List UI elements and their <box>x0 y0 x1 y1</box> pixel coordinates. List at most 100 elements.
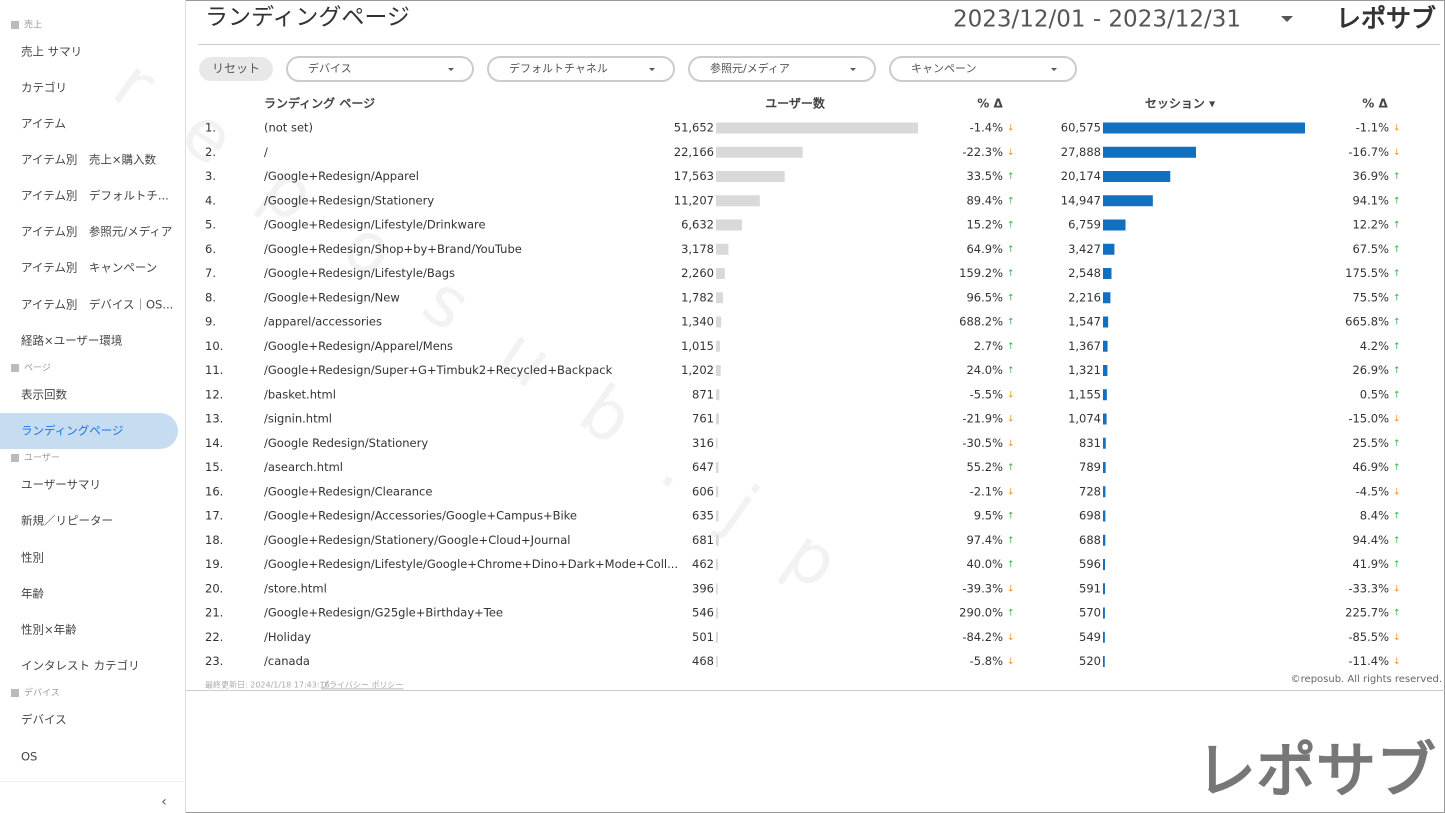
filter-dropdown[interactable] <box>889 56 1077 82</box>
sessions: 591 <box>1079 581 1101 595</box>
filter-label[interactable]: 参照元/メディア <box>710 61 790 75</box>
rank: 18. <box>205 533 223 547</box>
nav-item[interactable]: 年齢 <box>21 587 44 601</box>
delta: 67.5% <box>1352 242 1389 256</box>
users-bar <box>716 607 719 619</box>
sessions-bar <box>1103 631 1105 643</box>
landing-page: /Google+Redesign/Lifestyle/Drinkware <box>264 218 486 232</box>
delta-arrow: ↑ <box>1393 196 1401 206</box>
nav-item[interactable]: 売上 サマリ <box>21 45 82 59</box>
delta: 225.7% <box>1345 606 1389 620</box>
nav-item[interactable]: 性別×年齢 <box>21 623 77 637</box>
sessions-bar <box>1103 316 1109 328</box>
delta-arrow: ↑ <box>1393 221 1401 231</box>
section-icon <box>11 454 19 462</box>
users-bar <box>716 195 760 207</box>
filter-arrow[interactable] <box>850 68 856 71</box>
delta-arrow: ↓ <box>1393 584 1401 594</box>
nav-item[interactable]: アイテム別 参照元/メディア <box>21 225 172 239</box>
filter-dropdown[interactable] <box>487 56 675 82</box>
delta-arrow: ↑ <box>1007 172 1015 182</box>
nav-item[interactable]: インタレスト カテゴリ <box>21 659 140 673</box>
reset-button[interactable] <box>199 57 273 81</box>
nav-item[interactable]: 表示回数 <box>21 388 67 402</box>
delta-arrow: ↓ <box>1007 148 1015 158</box>
nav-item[interactable]: OS <box>21 750 37 764</box>
reset-label[interactable]: リセット <box>212 62 260 76</box>
sessions: 789 <box>1079 460 1101 474</box>
nav-item[interactable]: カテゴリ <box>21 81 67 95</box>
privacy-link[interactable]: プライバシー ポリシー <box>321 681 403 690</box>
filter-arrow[interactable] <box>649 68 655 71</box>
delta: 688.2% <box>959 315 1003 329</box>
users-bar <box>716 437 718 449</box>
rank: 13. <box>205 412 223 426</box>
filter-label[interactable]: デフォルトチャネル <box>509 61 608 75</box>
users: 647 <box>692 460 714 474</box>
delta: 8.4% <box>1360 509 1389 523</box>
collapse-button[interactable]: ‹ <box>161 794 167 810</box>
delta-arrow: ↓ <box>1393 124 1401 134</box>
logo: レポサブ <box>1336 4 1436 33</box>
nav-item[interactable]: 経路×ユーザー環境 <box>21 334 122 348</box>
users: 1,782 <box>681 290 714 304</box>
delta-arrow: ↑ <box>1007 269 1015 279</box>
delta-arrow: ↑ <box>1007 512 1015 522</box>
users: 606 <box>692 484 714 498</box>
users: 761 <box>692 412 714 426</box>
filter-label[interactable]: キャンペーン <box>911 62 976 75</box>
delta-arrow: ↑ <box>1007 318 1015 328</box>
nav-item[interactable]: デバイス <box>21 713 67 727</box>
sessions-bar <box>1103 559 1105 570</box>
users: 1,202 <box>681 363 714 377</box>
date-dropdown-arrow[interactable] <box>1281 16 1293 22</box>
nav-item[interactable]: アイテム別 デフォルトチ... <box>21 189 169 203</box>
nav-item[interactable]: 新規／リピーター <box>21 514 113 528</box>
nav-item[interactable]: ユーザーサマリ <box>21 478 101 492</box>
users-bar <box>716 510 719 522</box>
sessions: 831 <box>1079 436 1101 450</box>
users: 1,340 <box>681 315 714 329</box>
delta: 2.7% <box>974 339 1003 353</box>
column-header: % Δ <box>1362 97 1388 111</box>
nav-item[interactable]: 性別 <box>21 551 44 565</box>
date-range[interactable]: 2023/12/01 - 2023/12/31 <box>953 7 1241 33</box>
sessions-bar <box>1103 462 1106 473</box>
nav-item[interactable]: アイテム別 デバイス｜OS... <box>21 298 173 312</box>
filter-arrow[interactable] <box>1051 68 1057 71</box>
filter-dropdown[interactable] <box>688 56 876 82</box>
filter-label[interactable]: デバイス <box>308 61 352 75</box>
filter-dropdown[interactable] <box>286 56 474 82</box>
users: 1,015 <box>681 339 714 353</box>
delta: 9.5% <box>974 509 1003 523</box>
column-header: ランディング ページ <box>264 96 375 111</box>
delta-arrow: ↓ <box>1007 584 1015 594</box>
delta: 175.5% <box>1345 266 1389 280</box>
delta: 15.2% <box>966 218 1003 232</box>
sessions-bar <box>1103 195 1153 207</box>
users: 316 <box>692 436 714 450</box>
nav-item[interactable]: アイテム別 キャンペーン <box>21 261 157 275</box>
rank: 20. <box>205 581 223 595</box>
column-header[interactable]: セッション ▾ <box>1145 97 1215 111</box>
delta: -1.4% <box>970 121 1003 135</box>
users: 871 <box>692 387 714 401</box>
delta-arrow: ↑ <box>1007 536 1015 546</box>
sessions: 596 <box>1079 557 1101 571</box>
users-bar <box>716 268 725 279</box>
delta-arrow: ↑ <box>1393 390 1401 400</box>
nav-item[interactable]: アイテム別 売上×購入数 <box>21 153 156 167</box>
sessions-bar <box>1103 389 1107 401</box>
sessions-bar <box>1103 340 1108 352</box>
nav-item[interactable]: ランディングページ <box>21 424 123 438</box>
selected-bg <box>0 413 178 449</box>
landing-page: /canada <box>264 654 310 668</box>
rank: 16. <box>205 484 223 498</box>
rank: 23. <box>205 654 223 668</box>
sessions-bar <box>1103 510 1106 522</box>
filter-arrow[interactable] <box>448 68 454 71</box>
delta-arrow: ↑ <box>1393 609 1401 619</box>
rank: 6. <box>205 242 216 256</box>
delta: 290.0% <box>959 606 1003 620</box>
nav-item[interactable]: アイテム <box>21 117 66 131</box>
